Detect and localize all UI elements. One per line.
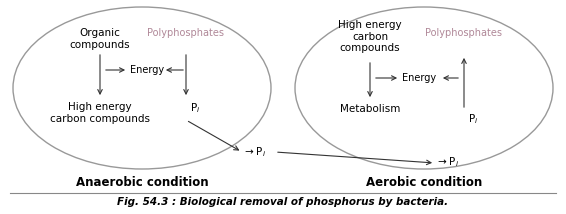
Text: Fig. 54.3 : Biological removal of phosphorus by bacteria.: Fig. 54.3 : Biological removal of phosph… — [117, 197, 449, 207]
Text: → P$_i$: → P$_i$ — [437, 155, 460, 169]
Text: Energy: Energy — [130, 65, 164, 75]
Text: Organic
compounds: Organic compounds — [70, 28, 130, 50]
Text: Anaerobic condition: Anaerobic condition — [76, 176, 208, 189]
Text: Metabolism: Metabolism — [340, 104, 400, 114]
Text: P$_i$: P$_i$ — [468, 112, 478, 126]
Text: High energy
carbon
compounds: High energy carbon compounds — [338, 20, 402, 53]
Text: Polyphosphates: Polyphosphates — [426, 28, 503, 38]
Text: → P$_i$: → P$_i$ — [244, 145, 267, 159]
Text: Aerobic condition: Aerobic condition — [366, 176, 482, 189]
Text: Energy: Energy — [402, 73, 436, 83]
Text: P$_i$: P$_i$ — [190, 101, 200, 115]
Text: Polyphosphates: Polyphosphates — [147, 28, 224, 38]
Text: High energy
carbon compounds: High energy carbon compounds — [50, 102, 150, 124]
